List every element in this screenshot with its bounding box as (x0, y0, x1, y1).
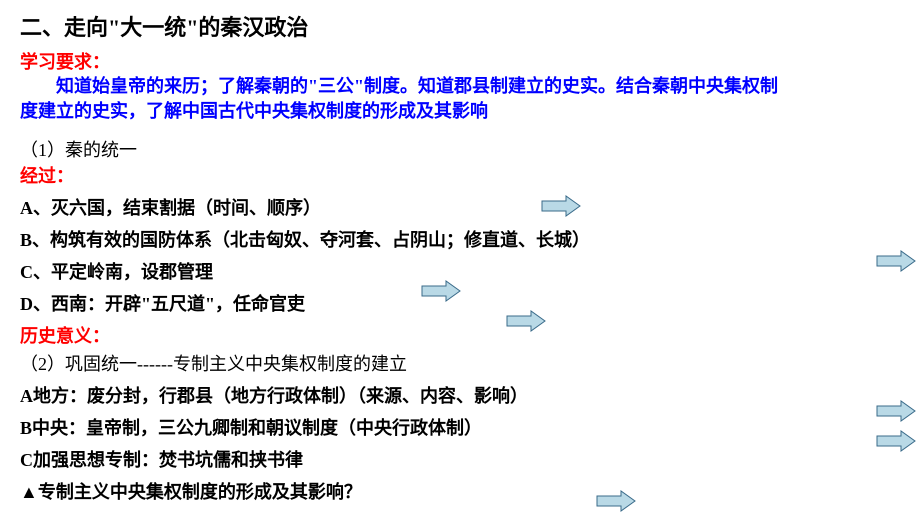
arrow-icon (595, 490, 637, 512)
arrow-icon (540, 195, 582, 217)
arrow-icon (875, 430, 917, 452)
requirement-block: 学习要求： 知道始皇帝的来历；了解秦朝的"三公"制度。知道郡县制建立的史实。结合… (20, 48, 900, 124)
section1-num: （1）秦的统一 (20, 136, 900, 162)
process-label: 经过： (20, 162, 900, 188)
section2-item-b: B中央：皇帝制，三公九卿制和朝议制度（中央行政体制） (20, 414, 900, 440)
requirement-line1: 知道始皇帝的来历；了解秦朝的"三公"制度。知道郡县制建立的史实。结合秦朝中央集权… (20, 74, 900, 99)
arrow-icon (505, 310, 547, 332)
main-title: 二、走向"大一统"的秦汉政治 (20, 10, 900, 42)
section2-item-a: A地方：废分封，行郡县（地方行政体制）（来源、内容、影响） (20, 382, 900, 408)
requirement-line2: 度建立的史实，了解中国古代中央集权制度的形成及其影响 (20, 99, 900, 124)
section2-question: ▲专制主义中央集权制度的形成及其影响？ (20, 478, 900, 504)
meaning-label: 历史意义： (20, 322, 900, 348)
section2-item-c: C加强思想专制：焚书坑儒和挟书律 (20, 446, 900, 472)
section1-item-b: B、构筑有效的国防体系（北击匈奴、夺河套、占阴山；修直道、长城） (20, 226, 900, 252)
arrow-icon (875, 250, 917, 272)
requirement-label: 学习要求： (20, 52, 110, 72)
arrow-icon (875, 400, 917, 422)
section1-item-a: A、灭六国，结束割据（时间、顺序） (20, 194, 900, 220)
section2-num: （2）巩固统一------专制主义中央集权制度的建立 (20, 350, 900, 376)
arrow-icon (420, 280, 462, 302)
